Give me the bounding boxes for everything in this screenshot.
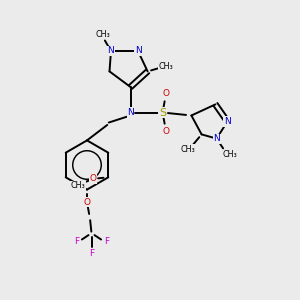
Text: F: F: [104, 237, 109, 246]
Text: F: F: [89, 249, 94, 258]
Text: N: N: [213, 134, 220, 143]
Text: N: N: [127, 108, 134, 117]
Text: N: N: [135, 46, 141, 56]
Text: CH₃: CH₃: [71, 181, 86, 190]
Text: CH₃: CH₃: [95, 30, 110, 39]
Text: O: O: [162, 128, 169, 136]
Text: CH₃: CH₃: [223, 150, 238, 159]
Text: O: O: [83, 198, 91, 207]
Text: F: F: [74, 237, 79, 246]
Text: O: O: [90, 174, 97, 183]
Text: CH₃: CH₃: [159, 62, 174, 71]
Text: O: O: [162, 88, 169, 98]
Text: CH₃: CH₃: [180, 145, 195, 154]
Text: N: N: [108, 46, 114, 56]
Text: N: N: [224, 117, 231, 126]
Text: S: S: [159, 107, 166, 118]
